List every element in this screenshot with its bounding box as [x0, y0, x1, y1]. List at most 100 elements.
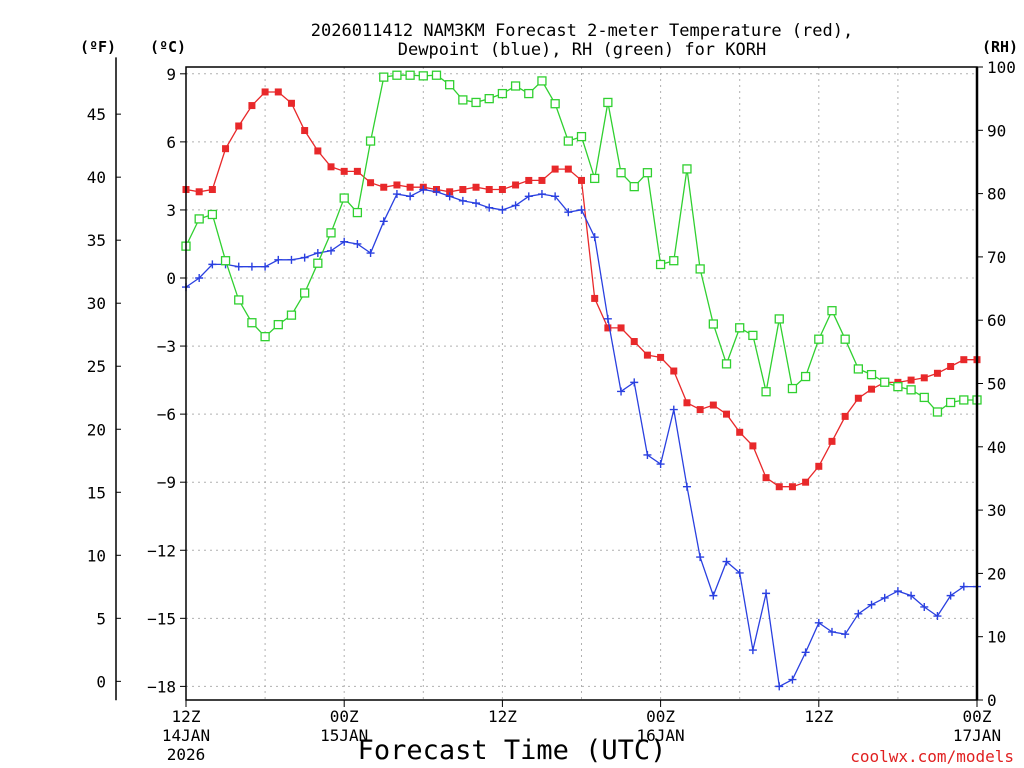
fahrenheit-tick-label: 45: [87, 105, 106, 124]
axes-group: 9630−3−6−9−12−15−18454035302520151050100…: [87, 57, 1016, 764]
dewpoint-point: [274, 255, 283, 264]
dewpoint-point: [907, 591, 916, 600]
dewpoint-point: [722, 557, 731, 566]
rh-point: [669, 256, 679, 266]
dewpoint-point: [353, 239, 362, 248]
rh-point: [721, 359, 732, 369]
rh-point: [800, 371, 811, 382]
temperature-point: [643, 351, 651, 359]
x-tick-label-time: 00Z: [963, 707, 992, 726]
dewpoint-point: [696, 553, 705, 562]
rh-point: [616, 168, 626, 178]
rh-point: [445, 80, 455, 90]
temperature-point: [406, 183, 414, 191]
rh-tick-label: 40: [987, 438, 1006, 457]
x-tick-label-time: 00Z: [646, 707, 675, 726]
temperature-point: [459, 186, 467, 194]
rh-tick-label: 20: [987, 564, 1006, 583]
temperature-point: [604, 324, 612, 332]
dewpoint-point: [709, 591, 718, 600]
chart-title-line1: 2026011412 NAM3KM Forecast 2-meter Tempe…: [311, 21, 853, 41]
temperature-point: [920, 374, 928, 382]
rh-point: [550, 99, 560, 109]
dewpoint-point: [617, 387, 626, 396]
temperature-point: [617, 324, 625, 332]
temperature-point: [327, 163, 335, 171]
dewpoint-point: [669, 405, 678, 414]
temperature-point: [907, 376, 915, 384]
dewpoint-point: [748, 646, 757, 655]
temperature-point: [802, 478, 810, 486]
dewpoint-point: [419, 185, 428, 194]
dewpoint-point: [340, 237, 349, 246]
rh-point: [919, 392, 929, 403]
dewpoint-point: [827, 627, 836, 636]
dewpoint-point: [300, 253, 309, 262]
dewpoint-point: [247, 262, 256, 271]
dewpoint-point: [392, 190, 401, 199]
temperature-point: [868, 385, 876, 393]
temperature-point: [498, 186, 506, 194]
fahrenheit-tick-label: 5: [96, 609, 106, 628]
dewpoint-point: [524, 192, 533, 201]
dewpoint-point: [867, 600, 876, 609]
rh-point: [234, 295, 244, 305]
dewpoint-point: [854, 609, 863, 618]
rh-point: [880, 377, 890, 387]
celsius-tick-label: 9: [166, 65, 176, 84]
x-tick-label-time: 12Z: [172, 707, 201, 726]
dewpoint-point: [261, 262, 270, 271]
dewpoint-point: [511, 201, 520, 210]
temperature-point: [762, 474, 770, 482]
rh-point: [814, 334, 824, 344]
dewpoint-point: [537, 190, 546, 199]
temperature-point: [696, 406, 704, 414]
rh-point: [945, 397, 956, 408]
x-tick-label-date: 17JAN: [953, 726, 1001, 745]
rh-point: [247, 318, 257, 328]
rh-point: [524, 88, 534, 99]
temperature-point: [551, 165, 559, 173]
temperature-point: [485, 186, 493, 194]
rh-point: [774, 314, 784, 324]
dewpoint-point: [432, 187, 441, 196]
temperature-point: [933, 369, 941, 377]
x-tick-label-year: 2026: [167, 745, 206, 764]
unit-fahrenheit-label: (ºF): [80, 38, 116, 56]
dewpoint-point: [893, 587, 902, 596]
dewpoint-point: [775, 682, 784, 691]
dewpoint-point: [762, 589, 771, 598]
temperature-point: [736, 428, 744, 436]
temperature-point: [340, 167, 348, 175]
temperature-point: [578, 176, 585, 184]
rh-tick-label: 50: [987, 375, 1006, 394]
celsius-tick-label: 3: [166, 201, 176, 220]
temperature-point: [314, 147, 322, 155]
dewpoint-point: [603, 314, 612, 323]
x-tick-label-time: 12Z: [488, 707, 517, 726]
temperature-point: [775, 483, 783, 491]
rh-point: [207, 209, 218, 220]
rh-point: [458, 95, 468, 105]
dewpoint-point: [313, 249, 322, 258]
temperature-point: [960, 356, 968, 364]
celsius-tick-label: 0: [166, 269, 176, 288]
rh-point: [510, 81, 521, 91]
temperature-point: [301, 127, 309, 135]
unit-celsius-label: (ºC): [150, 38, 186, 56]
celsius-tick-label: −6: [157, 405, 176, 424]
fahrenheit-tick-label: 25: [87, 357, 106, 376]
rh-point: [326, 228, 336, 238]
celsius-tick-label: −9: [157, 473, 176, 492]
temperature-point: [472, 183, 480, 191]
temperature-point: [248, 102, 256, 110]
dewpoint-point: [406, 192, 415, 201]
celsius-tick-label: −18: [147, 677, 176, 696]
fahrenheit-tick-label: 40: [87, 168, 106, 187]
rh-tick-label: 30: [987, 501, 1006, 520]
dewpoint-point: [366, 249, 375, 258]
temperature-point: [828, 437, 836, 445]
rh-point: [682, 164, 692, 174]
rh-point: [471, 97, 481, 108]
